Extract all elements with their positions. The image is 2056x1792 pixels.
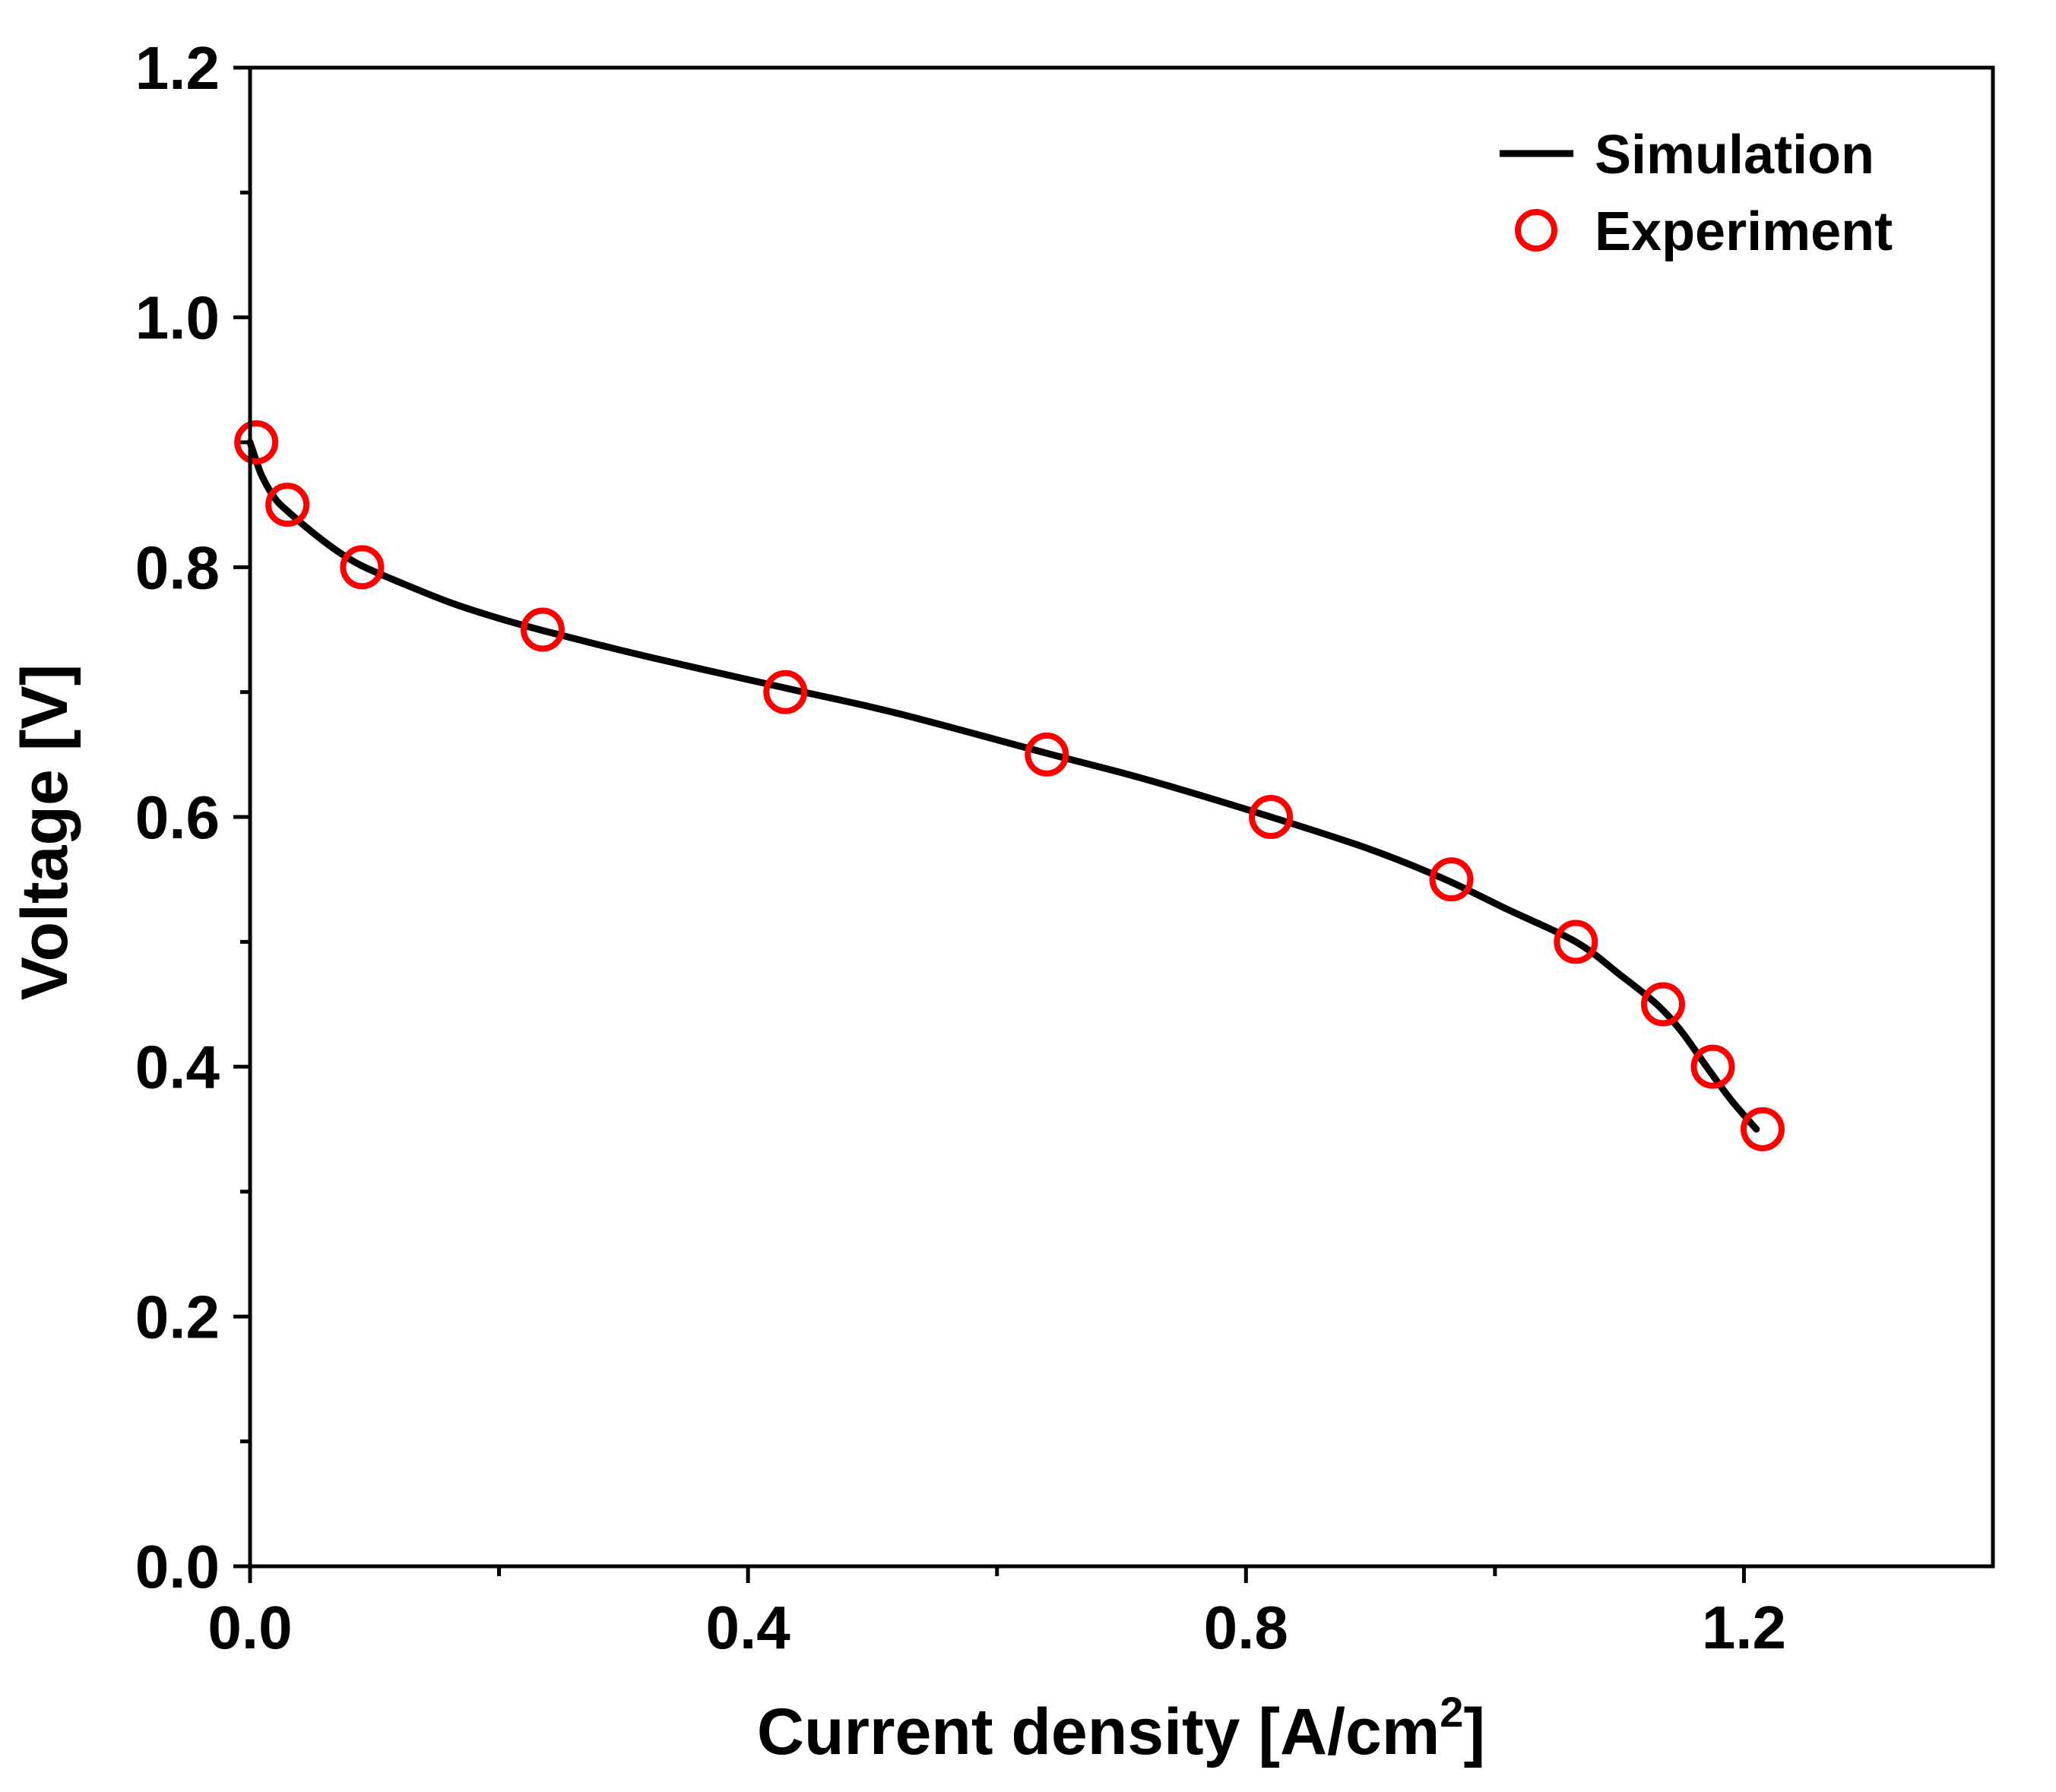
- experiment-point: [1429, 857, 1474, 902]
- x-tick-label: 0.8: [1204, 1594, 1288, 1661]
- experiment-point: [340, 545, 385, 590]
- experiment-point: [1554, 920, 1598, 964]
- y-tick-label: 0.2: [135, 1283, 220, 1350]
- plot-frame: [248, 65, 1995, 1569]
- simulation-line: [246, 439, 1760, 1133]
- x-tick-label: 0.4: [706, 1594, 791, 1661]
- experiment-point: [234, 420, 279, 464]
- experiment-point: [1025, 732, 1069, 777]
- legend: Simulation Experiment: [1500, 125, 1893, 262]
- y-tick-label: 0.0: [135, 1533, 220, 1600]
- x-axis-title: Current density [A/cm2]: [757, 1688, 1485, 1768]
- y-tick-label: 0.4: [135, 1034, 220, 1101]
- tick-labels: 0.0 0.4 0.8 1.2 0.0 0.2 0.4 0.6 0.8 1.0 1.2: [135, 34, 1786, 1661]
- legend-label-experiment: Experiment: [1595, 201, 1893, 262]
- experiment-series: [234, 420, 1785, 1151]
- y-tick-label: 0.6: [135, 784, 220, 851]
- y-axis-title: Voltage [V]: [8, 664, 81, 1001]
- experiment-point: [1690, 1044, 1735, 1089]
- legend-marker-swatch: [1515, 209, 1557, 252]
- y-tick-label: 1.2: [135, 34, 220, 102]
- x-tick-label: 0.0: [208, 1594, 292, 1661]
- experiment-point: [1640, 982, 1685, 1027]
- experiment-point: [520, 607, 565, 652]
- y-tick-label: 1.0: [135, 284, 220, 352]
- experiment-point: [763, 670, 808, 714]
- experiment-point: [1740, 1107, 1785, 1151]
- legend-label-simulation: Simulation: [1595, 125, 1874, 185]
- experiment-point: [1249, 795, 1294, 839]
- x-tick-label: 1.2: [1702, 1594, 1786, 1661]
- experiment-point: [265, 483, 310, 527]
- simulation-series: [246, 439, 1760, 1133]
- y-tick-label: 0.8: [135, 533, 220, 601]
